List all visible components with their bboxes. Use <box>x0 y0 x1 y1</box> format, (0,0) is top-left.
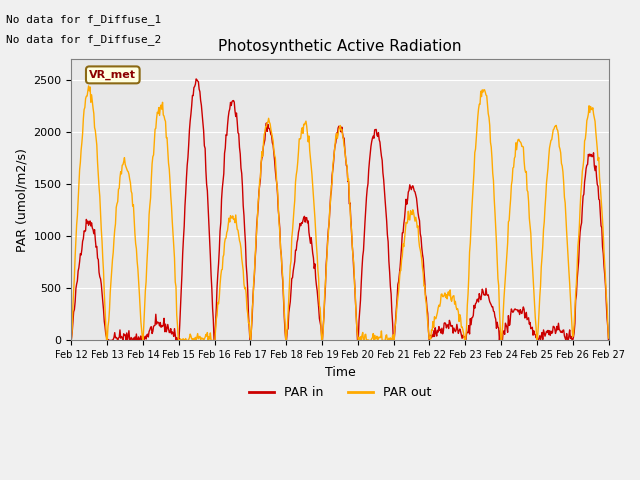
Y-axis label: PAR (umol/m2/s): PAR (umol/m2/s) <box>15 148 28 252</box>
Title: Photosynthetic Active Radiation: Photosynthetic Active Radiation <box>218 39 461 54</box>
Legend: PAR in, PAR out: PAR in, PAR out <box>244 382 436 405</box>
Text: No data for f_Diffuse_2: No data for f_Diffuse_2 <box>6 34 162 45</box>
Text: VR_met: VR_met <box>90 70 136 80</box>
Text: No data for f_Diffuse_1: No data for f_Diffuse_1 <box>6 14 162 25</box>
X-axis label: Time: Time <box>324 366 355 379</box>
